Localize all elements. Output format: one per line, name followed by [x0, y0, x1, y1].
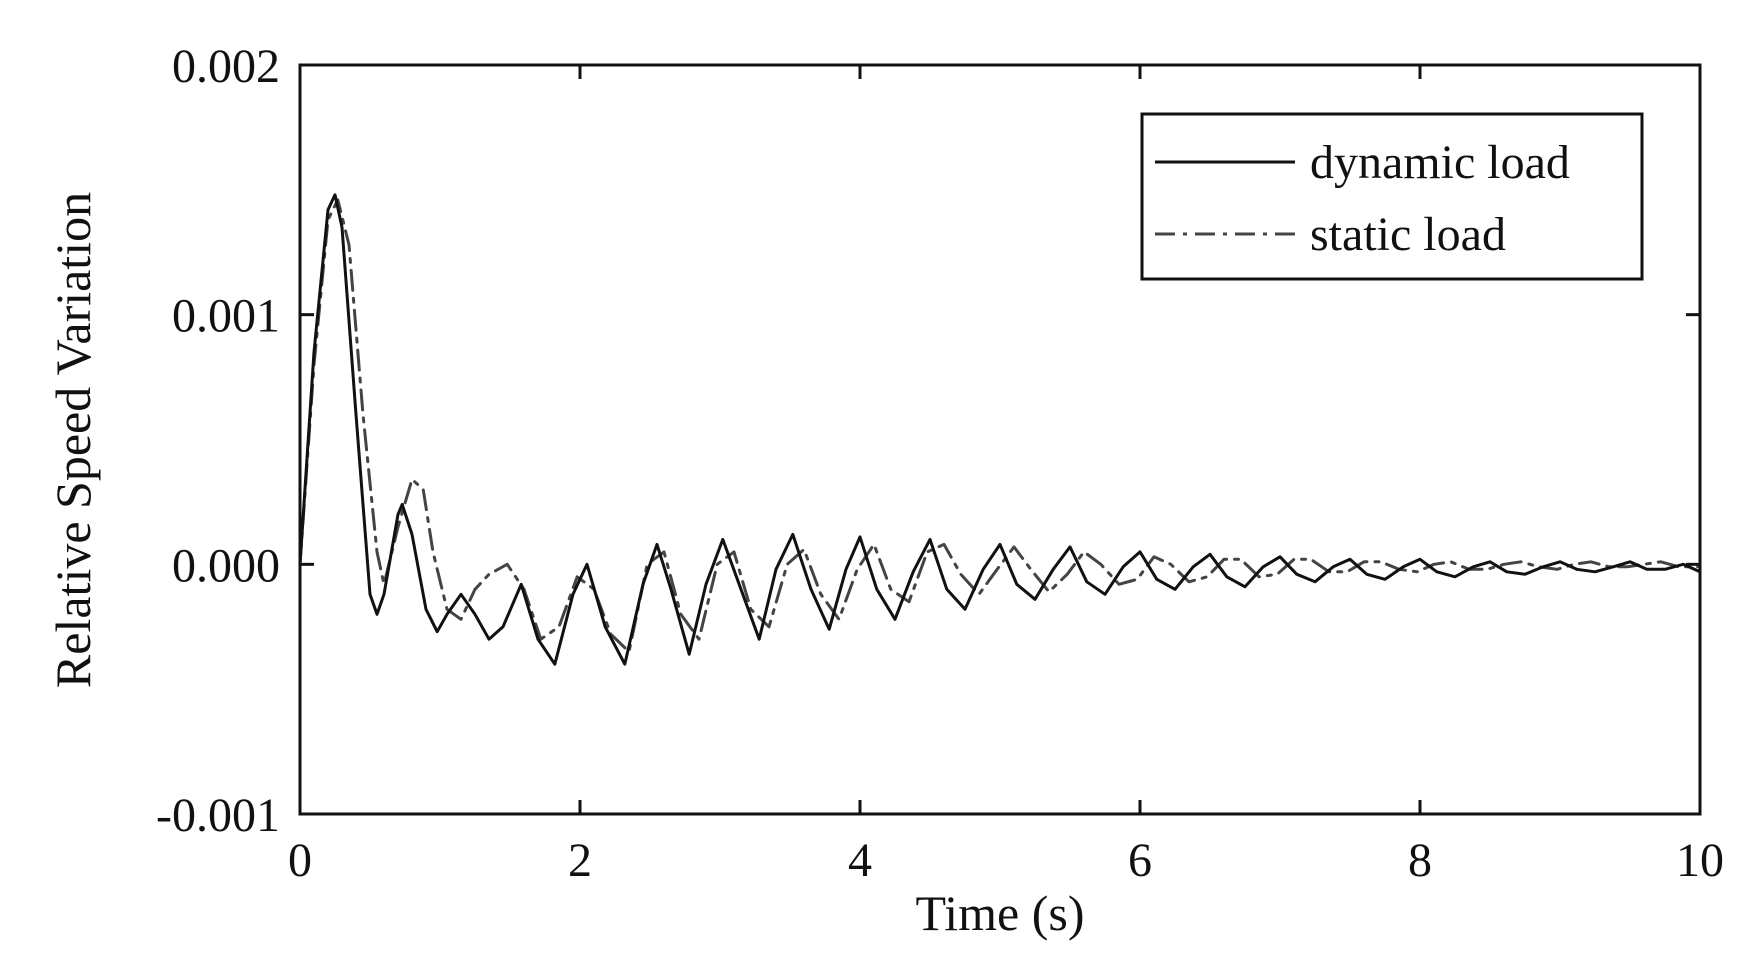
x-tick-label: 10: [1676, 834, 1724, 887]
y-tick-label: 0.002: [172, 40, 280, 93]
x-tick-label: 8: [1408, 834, 1432, 887]
legend: dynamic load static load: [1140, 112, 1644, 281]
plot-area-frame: [298, 63, 1702, 816]
x-tick-label: 6: [1128, 834, 1152, 887]
y-tick-label: 0.001: [172, 290, 280, 343]
series-line-dynamic-load: [298, 193, 1702, 666]
legend-box: [1140, 112, 1644, 281]
y-tick-label: -0.001: [156, 789, 280, 842]
y-tick-labels: -0.001 0.000 0.001 0.002: [156, 40, 280, 842]
x-tick-labels: 0 2 4 6 8 10: [288, 834, 1724, 887]
y-tick-label: 0.000: [172, 539, 280, 592]
y-axis-label: Relative Speed Variation: [45, 192, 101, 688]
series-group: [298, 193, 1702, 666]
x-tick-label: 4: [848, 834, 872, 887]
x-tick-label: 0: [288, 834, 312, 887]
tick-marks: [298, 63, 1702, 816]
series-line-static-load: [298, 198, 1702, 654]
x-tick-label: 2: [568, 834, 592, 887]
legend-label-static-load: static load: [1310, 208, 1506, 261]
legend-label-dynamic-load: dynamic load: [1310, 136, 1570, 189]
x-axis-label: Time (s): [915, 885, 1084, 941]
